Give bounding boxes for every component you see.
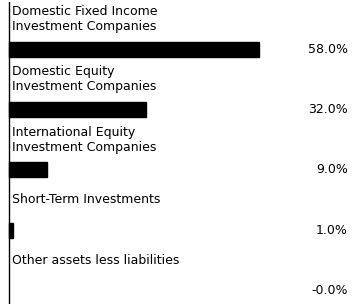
Text: Domestic Equity
Investment Companies: Domestic Equity Investment Companies (12, 65, 157, 93)
Text: 9.0%: 9.0% (316, 163, 348, 176)
Bar (9, 102, 147, 117)
Text: 58.0%: 58.0% (308, 43, 348, 56)
Text: 32.0%: 32.0% (308, 103, 348, 116)
Text: International Equity
Investment Companies: International Equity Investment Companie… (12, 126, 157, 154)
Text: Domestic Fixed Income
Investment Companies: Domestic Fixed Income Investment Compani… (12, 5, 158, 33)
Bar (9, 42, 258, 57)
Text: Other assets less liabilities: Other assets less liabilities (12, 254, 180, 267)
Text: 1.0%: 1.0% (316, 224, 348, 237)
Bar (9, 162, 47, 177)
Text: Short-Term Investments: Short-Term Investments (12, 193, 161, 206)
Text: -0.0%: -0.0% (311, 284, 348, 297)
Bar (9, 223, 13, 238)
